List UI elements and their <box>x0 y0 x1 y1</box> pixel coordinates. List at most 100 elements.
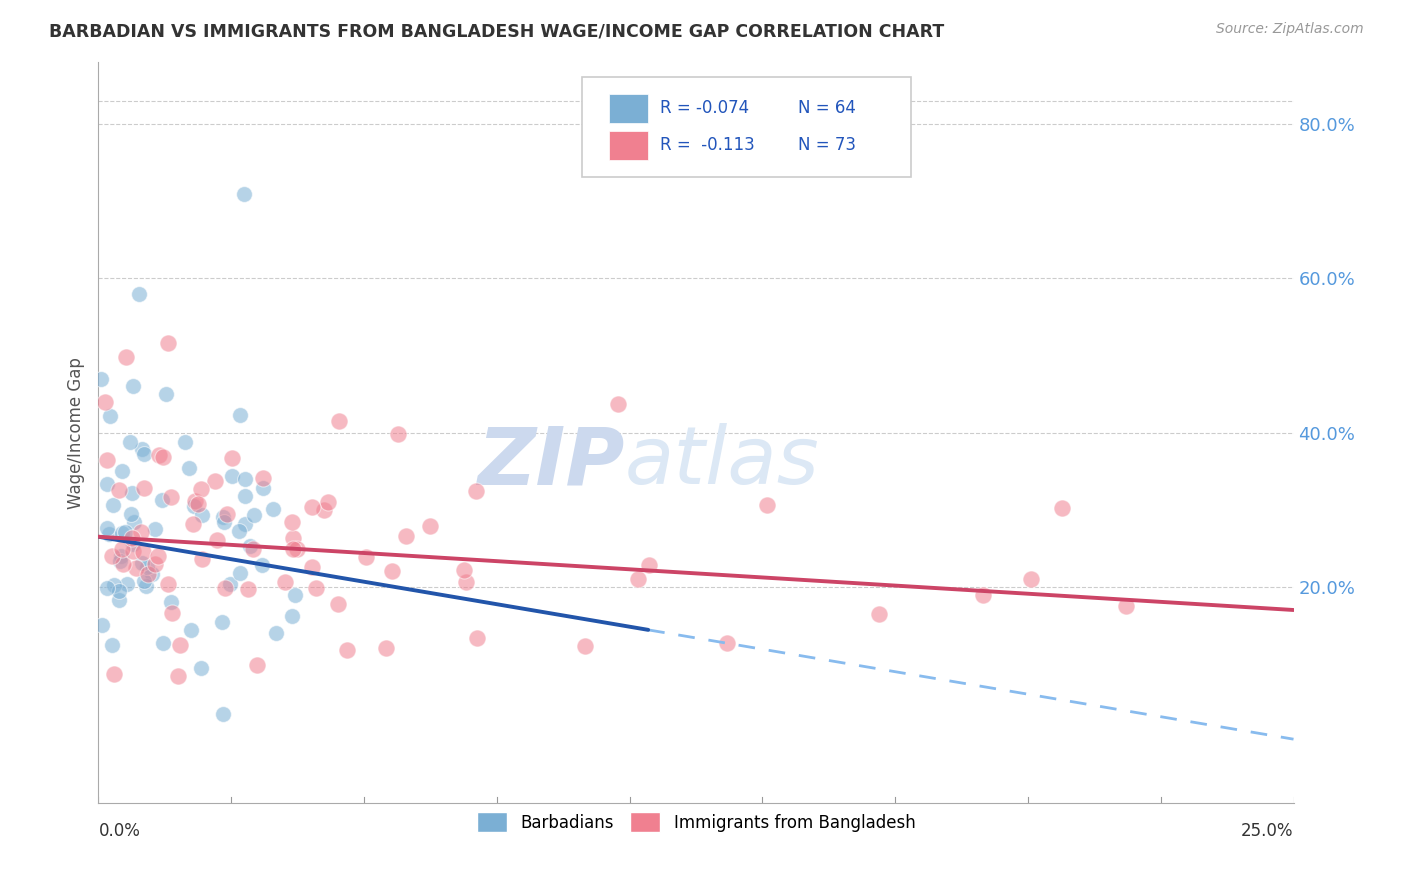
Point <box>283 541 305 556</box>
Point <box>134 574 156 588</box>
Text: ZIP: ZIP <box>477 423 624 501</box>
Text: R =  -0.113: R = -0.113 <box>661 136 755 154</box>
Point <box>125 560 148 574</box>
Point <box>283 531 305 545</box>
Point <box>120 435 142 450</box>
Point <box>100 638 122 652</box>
Point <box>574 639 596 653</box>
Text: 25.0%: 25.0% <box>1241 822 1294 840</box>
Point <box>246 658 269 673</box>
Point <box>212 707 235 722</box>
Point <box>972 588 994 602</box>
Point <box>166 669 188 683</box>
Point <box>150 493 173 508</box>
Point <box>395 529 418 543</box>
Point <box>111 542 134 557</box>
Point <box>465 484 488 499</box>
Y-axis label: Wage/Income Gap: Wage/Income Gap <box>66 357 84 508</box>
Point <box>228 524 250 538</box>
Point <box>103 578 125 592</box>
Point <box>114 524 136 539</box>
Point <box>141 567 163 582</box>
Point <box>122 537 145 551</box>
Point <box>152 636 174 650</box>
Point <box>301 560 323 574</box>
Point <box>191 552 214 566</box>
Point <box>190 661 212 675</box>
Point <box>221 469 243 483</box>
Point <box>242 542 264 557</box>
Point <box>756 499 779 513</box>
Point <box>115 350 138 364</box>
Point <box>122 515 145 529</box>
Point <box>233 516 256 531</box>
Point <box>1019 572 1042 586</box>
Point <box>233 472 256 486</box>
Point <box>111 464 134 478</box>
Point <box>101 498 124 512</box>
Point <box>121 544 143 558</box>
Point <box>454 575 477 590</box>
Point <box>96 581 118 595</box>
Point <box>108 583 131 598</box>
FancyBboxPatch shape <box>582 78 911 178</box>
Point <box>287 541 309 556</box>
Point <box>212 515 235 529</box>
Point <box>281 609 304 624</box>
Point <box>229 409 252 423</box>
Point <box>305 581 328 595</box>
Point <box>229 566 252 580</box>
Point <box>180 623 202 637</box>
Bar <box>609 94 648 123</box>
Point <box>281 516 304 530</box>
Point <box>110 549 132 564</box>
Point <box>252 471 274 485</box>
Point <box>111 557 134 571</box>
Point <box>90 371 112 385</box>
Point <box>301 500 323 515</box>
Point <box>98 527 121 541</box>
Point <box>252 558 274 572</box>
Text: N = 64: N = 64 <box>797 99 855 118</box>
Point <box>174 434 197 449</box>
Point <box>1115 599 1137 614</box>
Point <box>115 577 138 591</box>
Point <box>637 558 659 572</box>
Point <box>146 549 169 564</box>
Point <box>242 508 264 522</box>
Point <box>183 499 205 513</box>
Bar <box>609 130 648 161</box>
Point <box>217 507 239 521</box>
Text: BARBADIAN VS IMMIGRANTS FROM BANGLADESH WAGE/INCOME GAP CORRELATION CHART: BARBADIAN VS IMMIGRANTS FROM BANGLADESH … <box>49 22 945 40</box>
Legend: Barbadians, Immigrants from Bangladesh: Barbadians, Immigrants from Bangladesh <box>470 805 922 838</box>
Point <box>145 557 167 571</box>
Point <box>262 502 284 516</box>
Point <box>135 579 157 593</box>
Point <box>191 508 214 522</box>
Point <box>314 503 336 517</box>
Point <box>177 461 200 475</box>
Point <box>120 508 142 522</box>
Point <box>152 450 174 465</box>
Point <box>868 607 890 622</box>
Point <box>212 509 235 524</box>
Point <box>96 477 118 491</box>
Point <box>148 448 170 462</box>
Point <box>1050 500 1073 515</box>
Point <box>207 533 229 547</box>
Point <box>316 495 339 509</box>
Point <box>374 640 396 655</box>
Point <box>122 379 145 393</box>
Point <box>145 522 167 536</box>
Point <box>136 559 159 574</box>
Point <box>155 387 177 401</box>
Text: Source: ZipAtlas.com: Source: ZipAtlas.com <box>1216 22 1364 37</box>
Point <box>252 481 274 495</box>
Point <box>98 409 121 423</box>
Text: N = 73: N = 73 <box>797 136 856 154</box>
Point <box>232 186 254 201</box>
Point <box>157 336 180 351</box>
Point <box>91 618 114 632</box>
Point <box>131 556 153 570</box>
Point <box>211 615 233 629</box>
